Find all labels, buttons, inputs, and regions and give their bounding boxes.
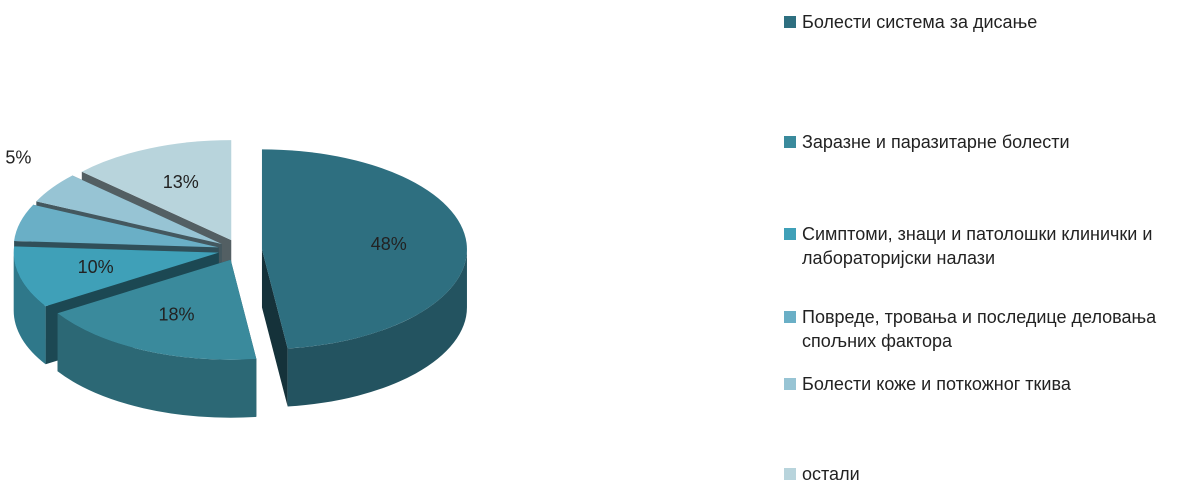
slice-side [13, 252, 46, 365]
legend-label: остали [802, 464, 860, 484]
slice [57, 259, 257, 360]
slice-side [57, 313, 257, 418]
legend-item: Симптоми, знаци и патолошки клинички и л… [784, 222, 1184, 270]
legend-item: Повреде, тровања и последице деловања сп… [784, 305, 1184, 353]
legend-label: Симптоми, знаци и патолошки клинички и л… [802, 224, 1153, 268]
legend-item: остали [784, 462, 1184, 486]
pie-tops: 48%18%10%6%5%13% [5, 140, 467, 360]
data-label: 10% [78, 257, 114, 277]
legend-label: Повреде, тровања и последице деловања сп… [802, 307, 1157, 351]
legend-item: Болести система за дисање [784, 10, 1184, 34]
legend-swatch [784, 136, 796, 148]
data-label: 48% [371, 234, 407, 254]
slice [14, 204, 219, 248]
legend-label: Заразне и паразитарне болести [802, 132, 1070, 152]
data-label: 13% [163, 172, 199, 192]
pie-area: 48%18%10%6%5%13% [5, 140, 467, 418]
legend-swatch [784, 468, 796, 480]
slice [36, 175, 222, 244]
legend-swatch [784, 228, 796, 240]
legend-item: Заразне и паразитарне болести [784, 130, 1184, 154]
slice [81, 140, 232, 241]
slice [13, 246, 219, 307]
legend-label: Болести система за дисање [802, 12, 1038, 32]
legend-swatch [784, 311, 796, 323]
legend-item: Болести коже и поткожног ткива [784, 372, 1184, 396]
data-label: 18% [159, 305, 195, 325]
slice-wall [261, 249, 288, 407]
slice-side [287, 249, 467, 407]
legend-swatch [784, 378, 796, 390]
legend-swatch [784, 16, 796, 28]
legend-label: Болести коже и поткожног ткива [802, 374, 1071, 394]
slice [261, 149, 467, 349]
data-label: 5% [5, 147, 31, 167]
